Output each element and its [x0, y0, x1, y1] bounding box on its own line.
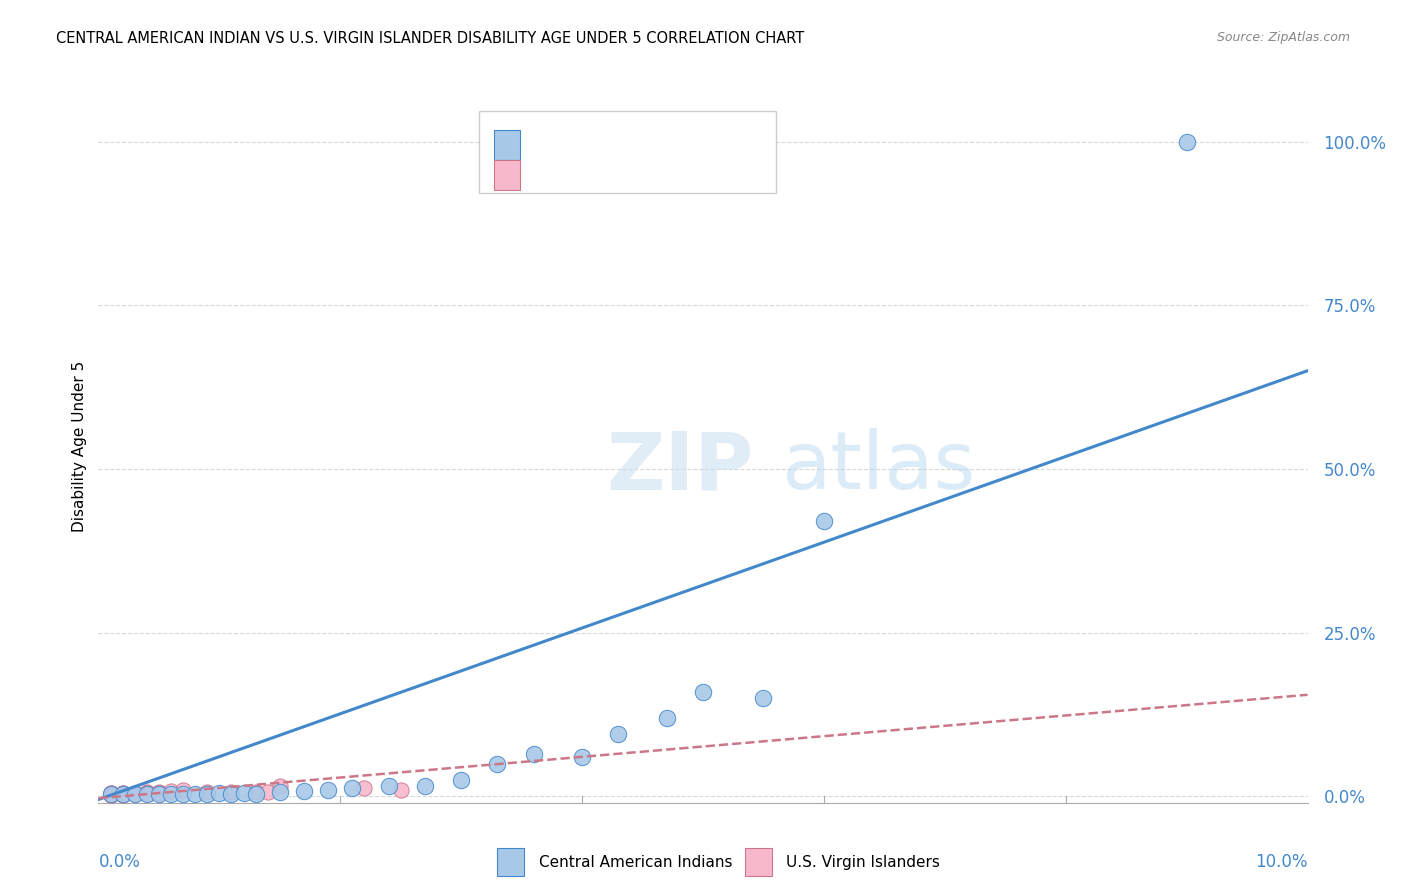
Text: N =: N = [647, 166, 685, 184]
Point [100, 788, 122, 802]
Point [353, 781, 375, 796]
Point [111, 787, 134, 801]
Point [100, 787, 122, 801]
FancyBboxPatch shape [498, 847, 524, 876]
Point [221, 785, 243, 799]
Point [100, 786, 122, 800]
Point [111, 788, 134, 802]
Point [124, 787, 146, 801]
Point [100, 787, 122, 801]
Point [245, 785, 267, 799]
Point [232, 786, 254, 800]
Point [245, 787, 267, 801]
Point [655, 711, 678, 725]
Point [100, 788, 122, 802]
Point [111, 787, 134, 801]
Point [195, 785, 218, 799]
Point [292, 784, 315, 798]
Point [692, 684, 714, 698]
Point [100, 787, 122, 801]
Point [607, 727, 630, 741]
Text: 0.747: 0.747 [571, 136, 624, 154]
FancyBboxPatch shape [494, 160, 520, 190]
FancyBboxPatch shape [494, 130, 520, 160]
Point [124, 787, 146, 801]
Point [269, 779, 291, 793]
Point [221, 787, 243, 801]
Point [486, 756, 509, 771]
Point [148, 787, 170, 801]
Text: CENTRAL AMERICAN INDIAN VS U.S. VIRGIN ISLANDER DISABILITY AGE UNDER 5 CORRELATI: CENTRAL AMERICAN INDIAN VS U.S. VIRGIN I… [56, 31, 804, 46]
Point [413, 780, 436, 794]
Point [752, 691, 775, 706]
Point [160, 784, 183, 798]
Point [135, 787, 157, 801]
Point [100, 787, 122, 801]
Point [124, 787, 146, 801]
Point [571, 750, 593, 764]
Point [135, 787, 157, 801]
Point [813, 514, 835, 528]
Point [184, 787, 207, 801]
Point [148, 786, 170, 800]
Text: Source: ZipAtlas.com: Source: ZipAtlas.com [1216, 31, 1350, 45]
Point [1175, 135, 1198, 149]
Point [111, 787, 134, 801]
Point [523, 747, 546, 761]
Text: 0.0%: 0.0% [98, 853, 141, 871]
Point [208, 786, 231, 800]
Text: ZIP: ZIP [606, 428, 754, 507]
Point [342, 781, 364, 796]
Point [100, 787, 122, 801]
Point [124, 787, 146, 801]
Point [148, 785, 170, 799]
Point [111, 786, 134, 800]
Point [377, 779, 399, 793]
Point [111, 786, 134, 800]
Y-axis label: Disability Age Under 5: Disability Age Under 5 [72, 360, 87, 532]
Text: 10.0%: 10.0% [1256, 853, 1308, 871]
Point [124, 786, 146, 800]
Text: 29: 29 [683, 136, 707, 154]
Point [100, 786, 122, 800]
Text: N =: N = [647, 136, 685, 154]
Point [111, 787, 134, 801]
Point [135, 786, 157, 800]
Text: 0.332: 0.332 [571, 166, 624, 184]
Point [111, 787, 134, 801]
FancyBboxPatch shape [745, 847, 772, 876]
Point [316, 782, 339, 797]
Point [389, 782, 412, 797]
Point [100, 787, 122, 801]
Text: Central American Indians: Central American Indians [538, 855, 733, 870]
Point [160, 787, 183, 801]
Point [100, 787, 122, 801]
Point [135, 785, 157, 799]
Point [172, 787, 194, 801]
Point [269, 785, 291, 799]
Text: R =: R = [534, 136, 571, 154]
Text: R =: R = [534, 166, 571, 184]
Point [124, 787, 146, 801]
Point [111, 787, 134, 801]
Text: atlas: atlas [782, 428, 976, 507]
Point [195, 787, 218, 801]
Point [172, 783, 194, 797]
Point [256, 785, 278, 799]
FancyBboxPatch shape [479, 111, 776, 193]
Point [450, 772, 472, 787]
Text: U.S. Virgin Islanders: U.S. Virgin Islanders [786, 855, 941, 870]
Text: 37: 37 [683, 166, 707, 184]
